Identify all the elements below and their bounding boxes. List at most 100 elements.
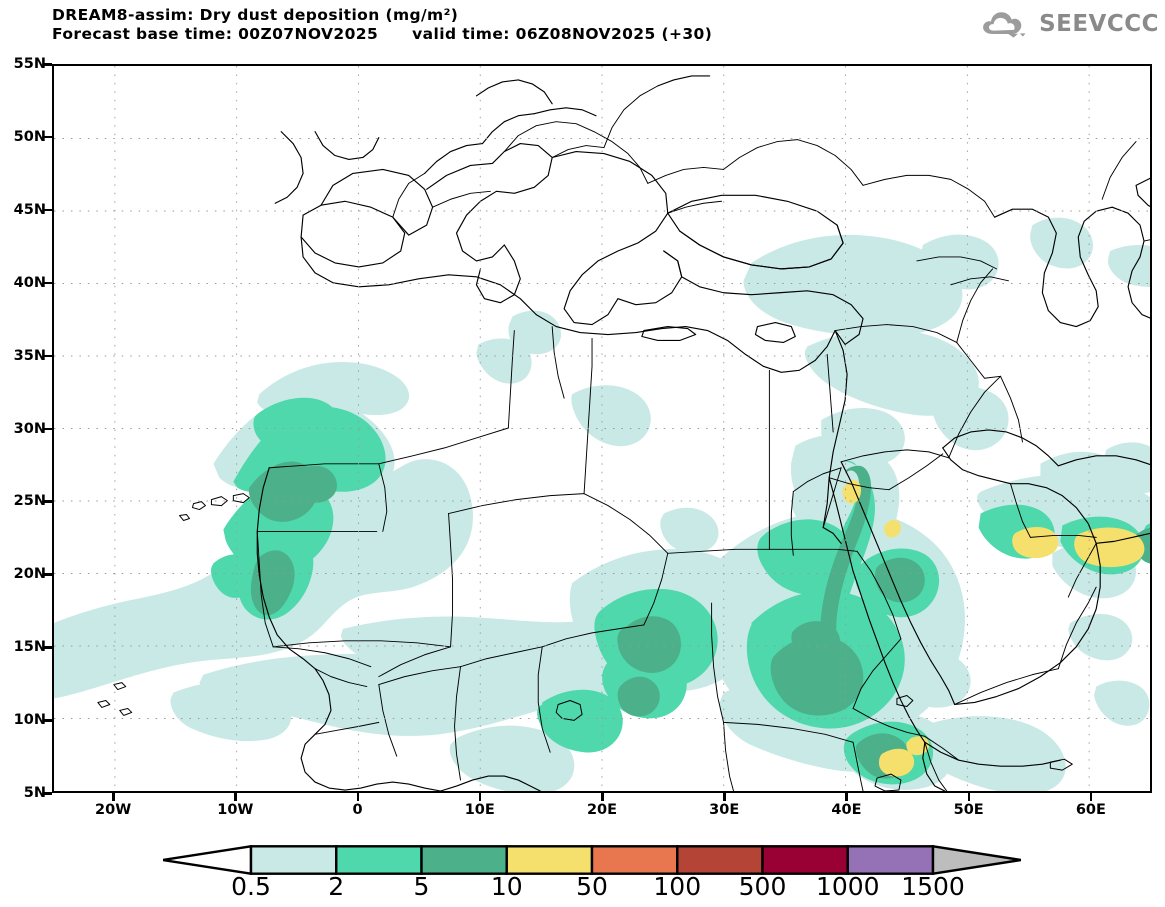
coast-crete [641,325,697,342]
coast-turkey-south [663,250,864,346]
coast-somalia [922,741,946,791]
latitude-tick-label: 10N [13,712,46,729]
coast-guinea [344,781,442,791]
lake-chad [555,700,583,721]
latitude-tick-mark [44,500,52,503]
longitude-tick-mark [112,793,115,801]
colorbar-tick-label: 5 [413,872,430,901]
coast-persian-gulf-north [942,429,1059,467]
colorbar-over-arrow [931,845,1021,875]
latitude-tick-label: 25N [13,493,46,510]
coast-arabia-south [954,483,1101,706]
colorbar-tick-label: 1500 [901,872,965,901]
colorbar-tick-label: 500 [738,872,787,901]
colorbar-block [249,845,338,875]
lake-tana [896,695,914,707]
longitude-tick-label: 10W [217,802,254,818]
longitude-tick-mark [723,793,726,801]
map-geography [97,75,1150,791]
latitude-tick-label: 55N [13,56,46,72]
chart-subtitle: Forecast base time: 00Z07NOV2025 valid t… [52,25,712,44]
coast-levant [822,329,848,529]
seevccc-logo: SEEVCCC [979,9,1159,39]
colorbar-block [676,845,764,875]
coast-greece [617,250,683,306]
longitude-tick-mark [967,793,971,801]
coast-gulf-of-oman [1095,532,1150,544]
nile-delta [822,526,842,544]
dust-layer-10-50 [842,480,1145,777]
longitude-tick-label: 50E [953,802,984,818]
colorbar-block [505,845,594,875]
colorbar-tick-label: 50 [576,872,608,901]
longitude-tick-mark [1089,793,1093,801]
longitude-tick-label: 0 [352,802,363,818]
latitude-tick-label: 35N [13,347,46,364]
map-canvas [54,66,1150,791]
colorbar-tick-label: 100 [653,872,702,901]
latitude-tick-label: 40N [13,274,46,291]
coast-italy-peninsula [475,244,521,304]
cloud-icon [983,12,1026,38]
latitude-tick-mark [44,281,52,285]
colorbar-block [590,845,679,875]
coast-france [320,168,434,236]
coast-red-sea-west [828,477,926,743]
coast-north-africa [300,236,836,373]
longitude-tick-mark [356,793,360,801]
coast-caspian-east [1111,206,1150,319]
latitude-tick-label: 30N [13,420,46,437]
longitude-tick-mark [234,793,237,801]
colorbar-block [335,845,423,875]
coast-iberia [300,200,406,268]
coast-gulf-of-guinea [440,775,541,791]
coast-north-europe [274,75,711,204]
forecast-valid-time: valid time: 06Z08NOV2025 (+30) [412,25,713,43]
latitude-tick-mark [44,135,52,139]
coast-caspian-west [993,206,1113,328]
coast-italy-alps [426,143,553,262]
coast-cyprus [754,322,796,344]
latitude-tick-label: 45N [13,201,46,218]
colorbar-tick-label: 1000 [815,872,880,901]
latitude-tick-mark [44,719,52,722]
latitude-tick-mark [44,573,52,576]
political-borders [256,85,1150,791]
longitude-tick-label: 40E [831,802,862,818]
coast-socotra [1049,758,1073,771]
colorbar-tick-label: 2 [328,872,345,901]
latitude-tick-mark [44,208,52,212]
colorbar [163,845,1021,875]
canary-islands [179,493,250,521]
colorbar-tick-label: 0.5 [231,872,271,901]
latitude-tick-label: 50N [13,128,46,145]
latitude-tick-mark [44,354,52,358]
latitude-tick-mark [44,646,52,649]
colorbar-block [420,845,508,875]
coast-turkey-north [679,224,844,270]
coast-red-sea-east [840,461,956,706]
latitude-tick-label: 5N [23,785,46,801]
latitude-tick-mark [44,63,52,66]
map-plot-area [52,64,1152,793]
longitude-tick-label: 20E [586,802,618,818]
latitude-tick-label: 15N [13,639,46,656]
dust-layer-2-5 [211,397,1150,785]
coast-makran [1057,455,1150,467]
latitude-tick-mark [44,792,52,795]
logo-text: SEEVCCC [1039,11,1159,37]
longitude-tick-label: 60E [1075,802,1106,818]
forecast-base-time: Forecast base time: 00Z07NOV2025 [52,25,379,43]
longitude-tick-mark [845,793,848,801]
coast-gulf-of-aden [924,741,1061,767]
coast-aral [1135,177,1150,208]
coast-balkans [551,150,669,326]
lake-victoria [874,773,902,791]
chart-header: DREAM8-assim: Dry dust deposition (mg/m²… [52,6,712,44]
longitude-tick-mark [601,793,604,801]
chart-title: DREAM8-assim: Dry dust deposition (mg/m²… [52,6,459,24]
subtitle-spacer [378,25,412,44]
latitude-tick-label: 20N [13,566,46,583]
longitude-tick-mark [478,793,482,801]
